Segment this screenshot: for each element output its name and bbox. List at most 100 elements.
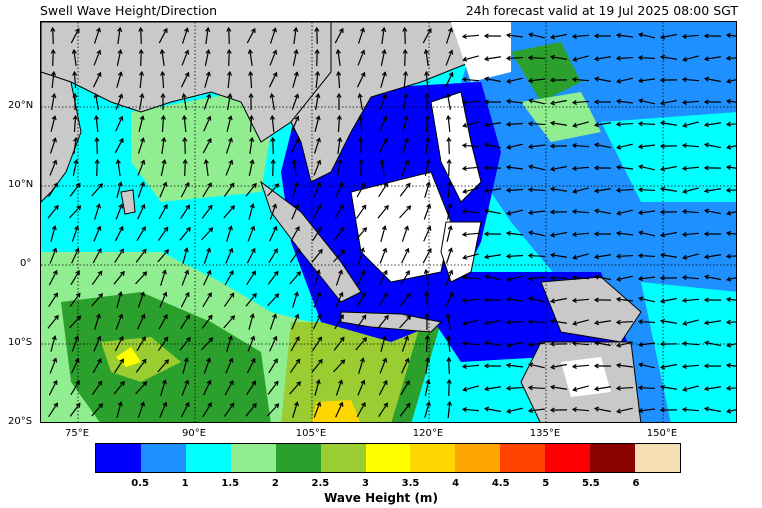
direction-arrow — [379, 358, 387, 374]
colorbar-segment — [275, 444, 321, 472]
direction-arrowhead — [247, 48, 253, 54]
direction-arrow — [727, 211, 736, 215]
direction-arrow — [226, 226, 232, 242]
direction-arrowhead — [549, 407, 555, 413]
colorbar-segment — [410, 444, 456, 472]
direction-arrowhead — [405, 380, 410, 386]
direction-arrowhead — [315, 379, 321, 385]
colorbar-tick-label: 3.5 — [401, 478, 420, 489]
direction-arrow — [71, 358, 79, 374]
direction-arrowhead — [228, 357, 234, 363]
direction-arrow — [114, 358, 124, 374]
direction-arrow — [572, 144, 590, 148]
direction-arrowhead — [571, 297, 577, 303]
direction-arrow — [335, 270, 343, 286]
direction-arrow — [528, 56, 546, 60]
direction-arrow — [448, 137, 450, 155]
direction-arrow — [528, 276, 546, 280]
direction-arrow — [94, 314, 100, 330]
direction-arrowhead — [361, 291, 366, 298]
direction-arrowhead — [381, 26, 387, 32]
direction-arrowhead — [424, 312, 430, 318]
borneo — [350, 171, 452, 283]
bay-of-bengal-zone — [131, 92, 271, 202]
direction-arrowhead — [483, 231, 489, 237]
direction-arrowhead — [725, 319, 731, 325]
colorbar-segment — [185, 444, 231, 472]
direction-arrow — [269, 226, 277, 242]
direction-arrow — [380, 226, 386, 242]
direction-arrow — [182, 248, 188, 264]
direction-arrow — [639, 99, 655, 105]
direction-arrowhead — [402, 70, 409, 76]
direction-arrowhead — [483, 122, 490, 128]
direction-arrow — [246, 380, 256, 396]
direction-arrow — [333, 227, 345, 241]
direction-arrow — [595, 77, 611, 83]
direction-arrowhead — [659, 275, 665, 281]
direction-arrowhead — [505, 121, 511, 127]
direction-arrow — [184, 137, 186, 155]
direction-arrowhead — [119, 358, 124, 364]
direction-arrowhead — [505, 164, 511, 170]
direction-arrow — [661, 320, 677, 324]
direction-arrowhead — [51, 335, 57, 341]
direction-arrow — [96, 159, 98, 177]
direction-arrowhead — [405, 270, 410, 276]
direction-arrow — [69, 205, 81, 219]
direction-arrow — [201, 227, 213, 241]
direction-arrow — [425, 357, 429, 375]
direction-arrow — [267, 183, 279, 197]
direction-arrow — [313, 160, 321, 176]
direction-arrow — [114, 226, 124, 242]
direction-arrowhead — [615, 164, 621, 170]
map-title: Swell Wave Height/Direction — [40, 3, 218, 18]
direction-arrow — [425, 71, 429, 89]
direction-arrowhead — [425, 401, 431, 407]
direction-arrowhead — [250, 247, 256, 253]
direction-arrowhead — [186, 336, 191, 342]
direction-arrow — [638, 254, 656, 258]
direction-arrowhead — [637, 78, 643, 84]
direction-arrow — [661, 254, 677, 258]
direction-arrowhead — [316, 181, 322, 187]
direction-arrowhead — [51, 115, 57, 121]
direction-arrow — [269, 336, 277, 352]
direction-arrow — [73, 71, 77, 89]
direction-arrowhead — [118, 203, 124, 209]
direction-arrowhead — [207, 137, 212, 143]
direction-arrow — [638, 320, 656, 324]
direction-arrowhead — [272, 71, 278, 77]
direction-arrow — [638, 408, 656, 412]
direction-arrowhead — [726, 276, 732, 282]
direction-arrow — [70, 380, 80, 396]
direction-arrowhead — [316, 159, 322, 165]
direction-arrowhead — [272, 203, 278, 209]
direction-arrowhead — [228, 137, 233, 143]
direction-arrow — [115, 204, 123, 220]
direction-arrow — [356, 292, 366, 308]
direction-arrowhead — [703, 254, 710, 260]
direction-arrow — [337, 115, 341, 133]
direction-arrow — [448, 357, 450, 375]
direction-arrow — [507, 341, 523, 347]
direction-arrow — [445, 50, 453, 66]
direction-arrowhead — [208, 227, 214, 233]
direction-arrowhead — [315, 92, 321, 99]
direction-arrow — [245, 403, 257, 417]
direction-arrow — [447, 314, 451, 330]
direction-arrowhead — [140, 159, 146, 165]
direction-arrowhead — [462, 320, 468, 326]
direction-arrow — [313, 402, 321, 418]
direction-arrow — [139, 71, 143, 89]
direction-arrow — [116, 72, 122, 88]
direction-arrow — [726, 123, 736, 126]
direction-arrow — [161, 49, 165, 67]
direction-arrowhead — [704, 142, 710, 148]
direction-arrowhead — [572, 122, 578, 128]
colorbar-tick-label: 4 — [452, 478, 460, 489]
direction-arrowhead — [184, 181, 190, 187]
direction-arrow — [69, 403, 81, 417]
direction-arrow — [551, 188, 567, 192]
direction-arrowhead — [404, 247, 410, 253]
